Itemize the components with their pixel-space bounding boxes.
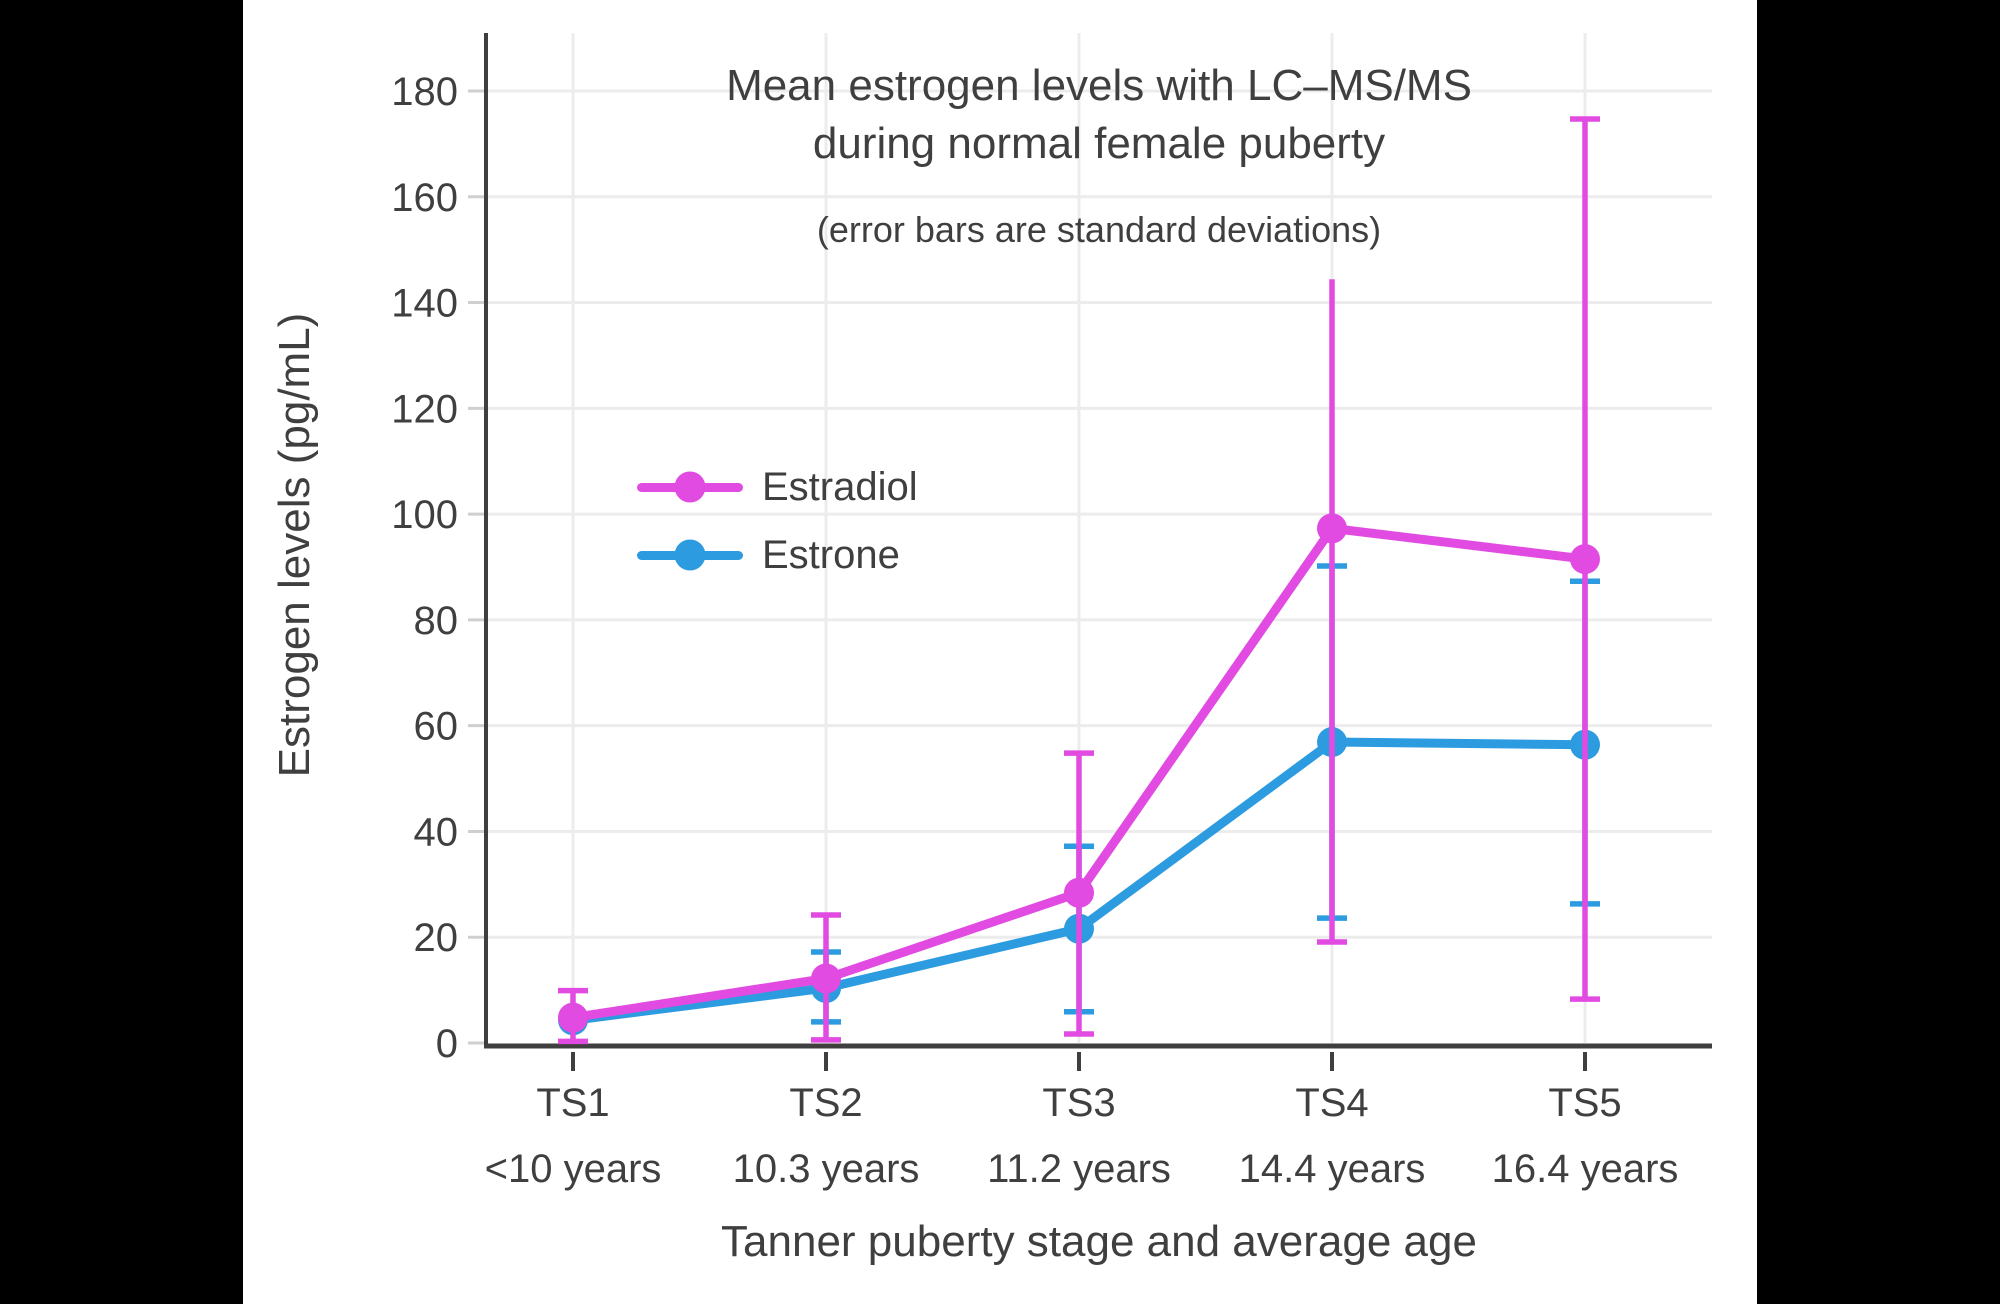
x-tick-stage-label: TS3 — [1042, 1081, 1115, 1125]
data-point — [1570, 544, 1600, 575]
x-tick-age-label: 14.4 years — [1239, 1147, 1426, 1191]
x-tick-age-label: 11.2 years — [987, 1147, 1171, 1191]
x-tick-stage-label: TS4 — [1295, 1081, 1368, 1125]
x-tick-age-label: 10.3 years — [733, 1147, 920, 1191]
x-tick-age-label: 16.4 years — [1492, 1147, 1679, 1191]
y-tick-label: 20 — [414, 916, 459, 960]
x-tick-age-label: <10 years — [485, 1147, 662, 1191]
y-tick-label: 140 — [391, 282, 458, 326]
y-tick-label: 180 — [391, 70, 458, 114]
estradiol-line-swatch-icon — [637, 471, 743, 503]
tick-labels: 0 20 40 60 80 100 120 140 160 180 TS1 <10 years TS2 1… — [391, 70, 1678, 1191]
estrone-line-swatch-icon — [637, 539, 743, 571]
y-tick-label: 80 — [414, 599, 459, 643]
x-axis-label: Tanner puberty stage and average age — [721, 1217, 1477, 1266]
estradiol-marker-icon — [674, 471, 706, 503]
x-tick-stage-label: TS1 — [536, 1081, 609, 1125]
data-point — [1317, 513, 1347, 544]
line-chart: 0 20 40 60 80 100 120 140 160 180 TS1 <10 years TS2 1… — [391, 33, 1712, 1191]
series-estradiol — [558, 116, 1600, 1045]
legend-item-estradiol: Estradiol — [637, 459, 918, 515]
y-tick-label: 160 — [391, 176, 458, 220]
y-tick-label: 40 — [414, 810, 459, 854]
legend-item-estrone: Estrone — [637, 527, 918, 583]
y-tick-label: 120 — [391, 387, 458, 431]
legend-label: Estrone — [762, 533, 900, 577]
data-point — [811, 963, 841, 994]
chart-title-line1: Mean estrogen levels with LC–MS/MS — [726, 61, 1472, 110]
chart-figure: 0 20 40 60 80 100 120 140 160 180 TS1 <10 years TS2 1… — [243, 0, 1757, 1304]
x-tick-stage-label: TS2 — [789, 1081, 862, 1125]
y-axis-label: Estrogen levels (pg/mL) — [270, 312, 319, 778]
data-series — [558, 116, 1600, 1045]
y-tick-label: 100 — [391, 493, 458, 537]
legend-label: Estradiol — [762, 465, 918, 509]
chart-title-line2: during normal female puberty — [812, 119, 1386, 168]
axes — [468, 33, 1712, 1071]
x-tick-stage-label: TS5 — [1548, 1081, 1621, 1125]
estrone-marker-icon — [674, 539, 706, 571]
y-tick-label: 60 — [414, 705, 459, 749]
y-tick-label: 0 — [436, 1022, 458, 1066]
chart-subtitle: (error bars are standard deviations) — [816, 209, 1382, 250]
data-point — [558, 1002, 588, 1033]
legend: Estradiol Estrone — [637, 459, 918, 583]
data-point — [1064, 877, 1094, 908]
